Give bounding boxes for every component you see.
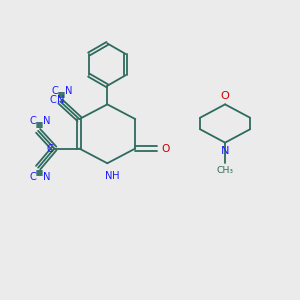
Text: C: C — [30, 116, 37, 126]
Text: N: N — [105, 172, 112, 182]
Text: O: O — [161, 143, 169, 154]
Text: N: N — [57, 95, 64, 105]
Text: N: N — [65, 86, 73, 96]
Text: N: N — [44, 172, 51, 182]
Text: C: C — [46, 143, 53, 154]
Text: CH₃: CH₃ — [217, 166, 234, 175]
Text: H: H — [112, 172, 119, 182]
Text: C: C — [30, 172, 37, 182]
Text: N: N — [44, 116, 51, 126]
Text: N: N — [221, 146, 229, 156]
Text: O: O — [220, 91, 230, 101]
Text: C: C — [52, 86, 59, 96]
Text: C: C — [50, 95, 57, 105]
